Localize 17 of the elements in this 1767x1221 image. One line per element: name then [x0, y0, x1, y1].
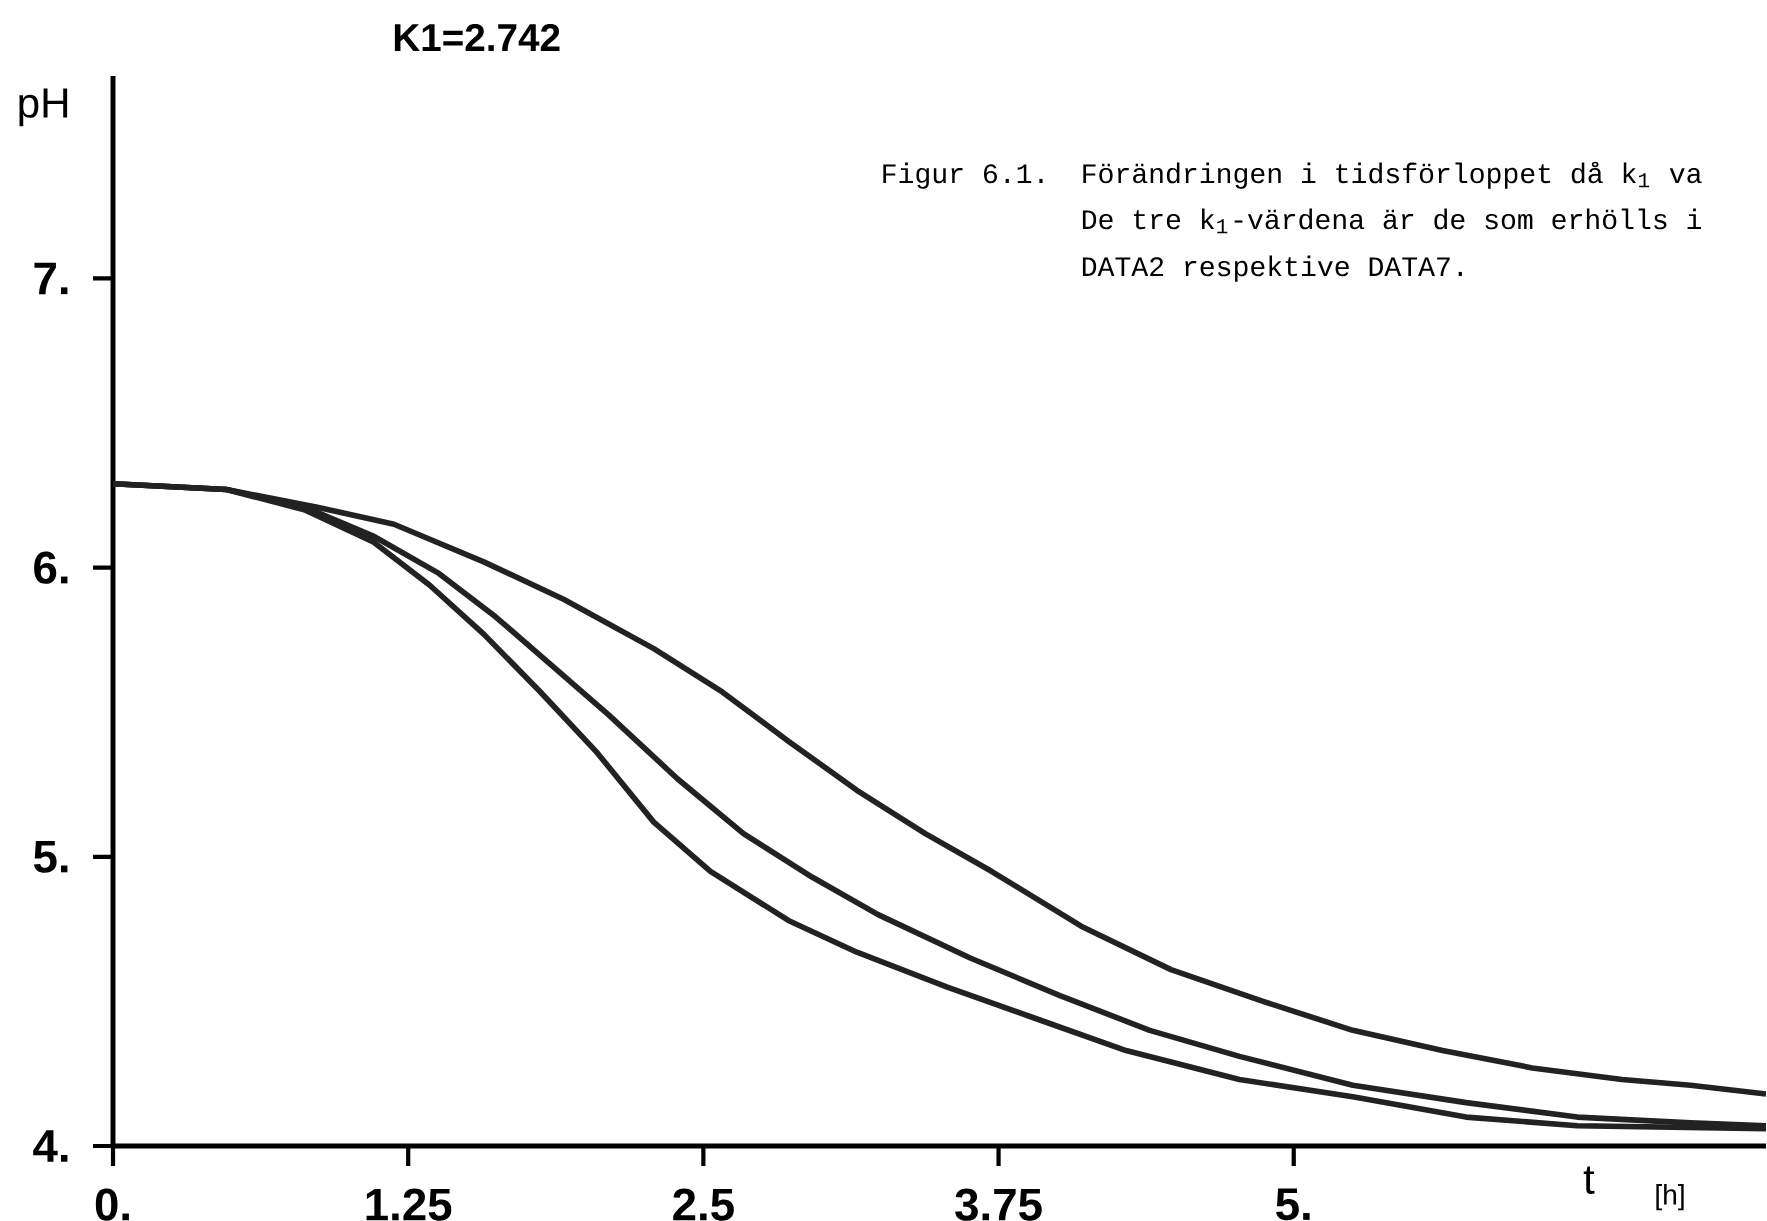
y-axis-title: pH — [19, 88, 68, 127]
text: [h] — [1656, 1184, 1684, 1211]
x-tick-label: 5. — [1276, 1188, 1310, 1221]
y-tick-label: 7. — [34, 262, 68, 295]
x-tick-label: 0. — [95, 1188, 129, 1221]
y-tick-label: 5. — [33, 840, 68, 873]
x-axis-title: t — [1583, 1166, 1595, 1195]
y-tick-label: 4. — [33, 1130, 68, 1162]
annotation: Förändringen i tidsförloppet då k$_{1}$ va — [1083, 161, 1702, 189]
x-tick-label: 3.75 — [955, 1188, 1042, 1221]
annotation: DATA2 respektive DATA7. — [1082, 255, 1462, 282]
y-tick-label: 6. — [34, 551, 68, 584]
chart-title: K1=2.742 — [394, 23, 560, 51]
annotation: De tre k$_{1}$-värdena är de som erhölls i — [1082, 208, 1702, 234]
annotation: Figur 6.1. — [883, 162, 1043, 189]
x-tick-label: 1.25 — [366, 1188, 452, 1221]
x-tick-label: 2.5 — [673, 1188, 734, 1221]
